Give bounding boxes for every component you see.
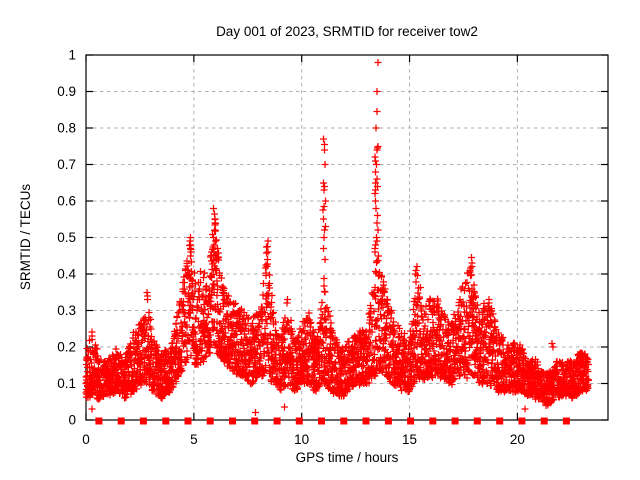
y-axis-label: SRMTID / TECUs	[18, 184, 33, 291]
y-tick-label: 0.3	[57, 303, 76, 318]
y-tick-label: 1	[68, 48, 76, 63]
chart-title: Day 001 of 2023, SRMTID for receiver tow…	[216, 24, 478, 39]
y-tick-label: 0.2	[57, 340, 76, 355]
y-tick-label: 0.5	[57, 230, 76, 245]
flag-squares-series	[95, 417, 570, 425]
x-tick-label: 15	[402, 432, 417, 447]
y-tick-label: 0	[68, 413, 76, 428]
y-tick-label: 0.6	[57, 194, 76, 209]
x-tick-label: 10	[294, 432, 309, 447]
y-tick-labels: 0 0.1 0.2 0.3 0.4 0.5 0.6 0.7 0.8 0.9 1	[57, 48, 76, 428]
x-tick-label: 20	[510, 432, 525, 447]
y-tick-label: 0.7	[57, 157, 76, 172]
x-axis-label: GPS time / hours	[296, 450, 399, 465]
x-tick-labels: 0 5 10 15 20	[82, 432, 525, 447]
data-points-scatter	[82, 59, 592, 416]
y-tick-label: 0.4	[57, 267, 76, 282]
x-tick-label: 5	[190, 432, 198, 447]
y-tick-label: 0.9	[57, 84, 76, 99]
y-tick-label: 0.8	[57, 121, 76, 136]
x-tick-label: 0	[82, 432, 90, 447]
y-tick-label: 0.1	[57, 376, 76, 391]
